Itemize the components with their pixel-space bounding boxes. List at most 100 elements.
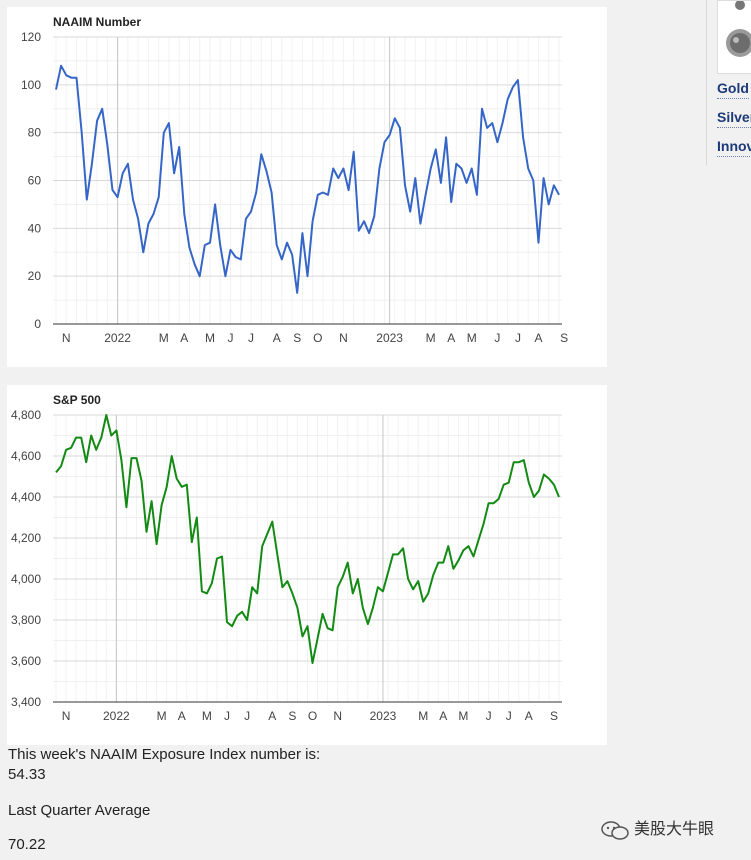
naaim-data-point <box>111 188 115 192</box>
naaim-data-point <box>377 167 381 171</box>
sp500-data-point <box>411 587 415 591</box>
x-tick-label: A <box>447 331 455 345</box>
sp500-data-point <box>280 585 284 589</box>
wechat-icon <box>601 821 629 840</box>
naaim-data-point <box>285 241 289 245</box>
sp500-data-point <box>366 622 370 626</box>
x-tick-label: J <box>224 709 230 723</box>
naaim-data-point <box>54 88 58 92</box>
quarter-average-value: 70.22 <box>8 836 46 853</box>
x-tick-label: A <box>180 331 188 345</box>
naaim-data-point <box>254 191 258 195</box>
naaim-data-point <box>341 167 345 171</box>
sp500-data-point <box>119 458 123 462</box>
sp500-data-point <box>59 464 63 468</box>
sp500-data-point <box>431 573 435 577</box>
naaim-chart-panel: 0 20 40 60 80 100 120 N 2022 M A M J J A S O N 2023 M A M J J A S… <box>7 7 607 367</box>
sidebar-link-gold[interactable]: Gold <box>717 80 749 99</box>
naaim-data-point <box>434 147 438 151</box>
y-tick-label: 100 <box>21 78 41 92</box>
sp500-data-point <box>396 552 400 556</box>
naaim-data-point <box>408 210 412 214</box>
x-tick-label: M <box>418 709 428 723</box>
x-tick-label: S <box>288 709 296 723</box>
sp500-data-point <box>451 567 455 571</box>
naaim-data-point <box>418 222 422 226</box>
naaim-data-point <box>75 76 79 80</box>
watermark-text: 美股大牛眼 <box>634 821 715 838</box>
naaim-data-point <box>506 97 510 101</box>
sp500-data-point <box>401 546 405 550</box>
sidebar-link-innov[interactable]: Innov <box>717 138 751 157</box>
sp500-data-point <box>130 456 134 460</box>
naaim-data-point <box>69 76 73 80</box>
x-tick-label: J <box>515 331 521 345</box>
x-tick-label: J <box>486 709 492 723</box>
sp500-data-point <box>421 600 425 604</box>
sp500-data-point <box>391 552 395 556</box>
naaim-data-point <box>187 246 191 250</box>
sp500-data-point <box>482 522 486 526</box>
naaim-data-point <box>218 243 222 247</box>
naaim-data-point <box>465 181 469 185</box>
sp500-data-point <box>497 497 501 501</box>
naaim-data-point <box>126 162 130 166</box>
sp500-data-point <box>69 446 73 450</box>
y-tick-label: 4,800 <box>11 408 41 422</box>
sp500-data-point <box>487 501 491 505</box>
sp500-data-point <box>426 591 430 595</box>
naaim-data-point <box>475 193 479 197</box>
sp500-data-point <box>190 540 194 544</box>
naaim-data-point <box>157 195 161 199</box>
sp500-data-point <box>205 591 209 595</box>
x-tick-label: J <box>244 709 250 723</box>
watermark: 美股大牛眼 <box>600 815 714 840</box>
naaim-data-point <box>167 121 171 125</box>
related-links-sidebar: Gold Silver Innov <box>706 0 751 165</box>
y-tick-label: 4,200 <box>11 531 41 545</box>
y-tick-label: 60 <box>28 174 42 188</box>
sp500-data-point <box>240 610 244 614</box>
naaim-data-point <box>172 171 176 175</box>
x-tick-label: J <box>228 331 234 345</box>
sp500-data-point <box>235 614 239 618</box>
sp500-data-point <box>416 579 420 583</box>
naaim-data-point <box>223 274 227 278</box>
naaim-data-point <box>290 253 294 257</box>
naaim-data-point <box>203 243 207 247</box>
y-tick-label: 3,400 <box>11 695 41 709</box>
y-tick-label: 4,400 <box>11 490 41 504</box>
sp500-data-point <box>552 483 556 487</box>
sp500-data-point <box>351 591 355 595</box>
sp500-data-point <box>446 544 450 548</box>
naaim-data-point <box>136 217 140 221</box>
naaim-data-point <box>347 188 351 192</box>
sp500-data-point <box>99 436 103 440</box>
naaim-data-point <box>537 241 541 245</box>
sp500-data-point <box>326 626 330 630</box>
exposure-index-label: This week's NAAIM Exposure Index number … <box>8 746 321 763</box>
sp500-data-point <box>84 460 88 464</box>
naaim-data-point <box>383 140 387 144</box>
naaim-data-point <box>516 78 520 82</box>
naaim-data-point <box>306 274 310 278</box>
sp500-data-point <box>537 489 541 493</box>
naaim-data-point <box>280 257 284 261</box>
sp500-data-point <box>346 561 350 565</box>
sp500-data-point <box>290 591 294 595</box>
sidebar-link-silver[interactable]: Silver <box>717 109 751 128</box>
naaim-data-point <box>80 131 84 135</box>
sidebar-thumbnail[interactable] <box>717 0 751 74</box>
x-tick-label: 2022 <box>103 709 130 723</box>
sp500-data-point <box>532 495 536 499</box>
quarter-average-label: Last Quarter Average <box>8 802 151 819</box>
sp500-data-point <box>94 448 98 452</box>
naaim-data-point <box>239 257 243 261</box>
y-tick-label: 3,600 <box>11 654 41 668</box>
naaim-data-point <box>131 198 135 202</box>
sp500-data-point <box>270 520 274 524</box>
naaim-data-point <box>367 231 371 235</box>
y-tick-label: 4,600 <box>11 449 41 463</box>
sp500-data-point <box>406 577 410 581</box>
naaim-data-point <box>429 167 433 171</box>
